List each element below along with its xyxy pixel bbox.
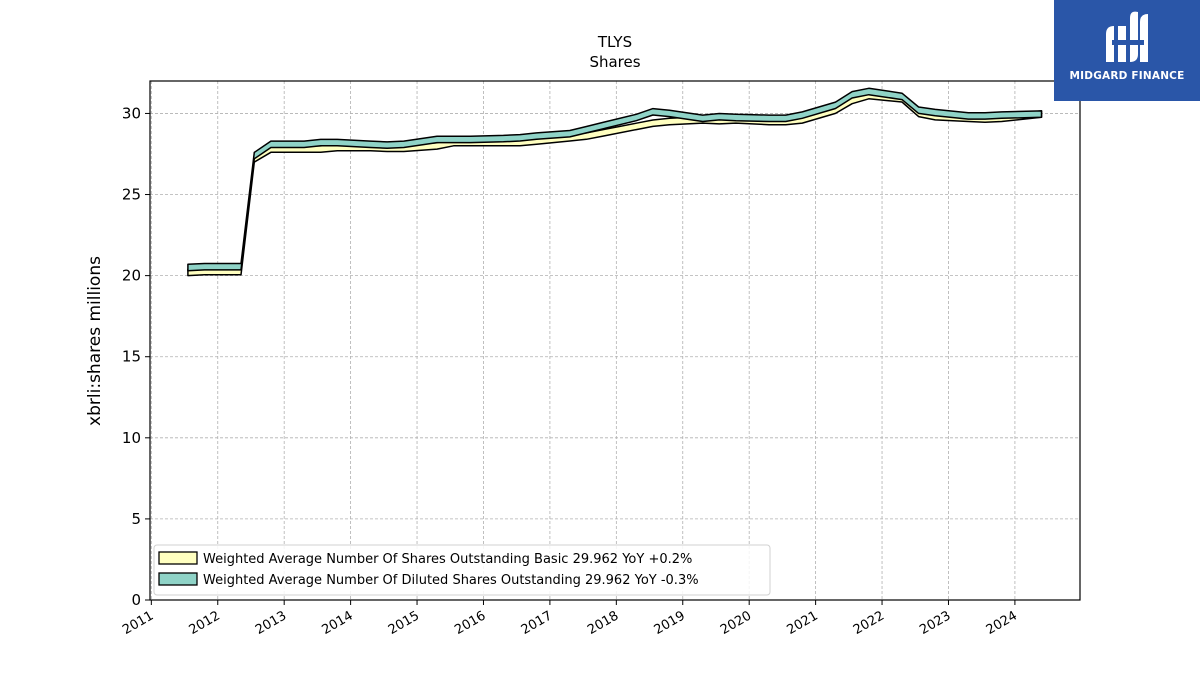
y-tick-label: 0 <box>131 591 141 609</box>
plot-frame <box>149 80 1081 601</box>
legend-label-basic: Weighted Average Number Of Shares Outsta… <box>203 552 692 567</box>
logo-mark-icon <box>1106 11 1148 63</box>
x-tick-label: 2020 <box>718 608 754 638</box>
y-axis-label: xbrli:shares millions <box>85 256 105 426</box>
y-tick-label: 5 <box>131 510 141 528</box>
chart-subtitle: Shares <box>589 53 640 71</box>
y-tick-label: 10 <box>122 429 141 447</box>
x-tick-label: 2016 <box>452 608 488 638</box>
y-tick-label: 25 <box>122 186 141 204</box>
legend-swatch-diluted <box>158 572 198 586</box>
x-tick-label: 2012 <box>187 608 223 638</box>
x-tick-label: 2024 <box>984 608 1020 638</box>
x-tick-label: 2011 <box>120 608 156 638</box>
x-tick-label: 2022 <box>851 608 887 638</box>
series-areas <box>187 87 1043 277</box>
midgard-finance-logo: MIDGARD FINANCE <box>1054 0 1200 101</box>
y-tick-label: 15 <box>122 348 141 366</box>
x-tick-label: 2017 <box>519 608 555 638</box>
legend: Weighted Average Number Of Shares Outsta… <box>153 544 771 596</box>
series-band-diluted <box>187 87 1043 272</box>
x-tick-label: 2013 <box>253 608 289 638</box>
y-tick-label: 20 <box>122 267 141 285</box>
chart-title: TLYS <box>597 33 632 51</box>
y-tick-label: 30 <box>122 104 141 122</box>
grid-lines <box>150 81 1080 601</box>
brand-name: MIDGARD FINANCE <box>1069 70 1185 82</box>
legend-swatch-basic <box>158 551 198 565</box>
x-tick-label: 2018 <box>585 608 621 638</box>
x-tick-label: 2023 <box>917 608 953 638</box>
x-tick-label: 2021 <box>784 608 820 638</box>
legend-frame <box>153 544 771 596</box>
x-tick-label: 2019 <box>652 608 688 638</box>
legend-label-diluted: Weighted Average Number Of Diluted Share… <box>203 573 699 588</box>
x-tick-label: 2014 <box>319 608 355 638</box>
x-tick-label: 2015 <box>386 608 422 638</box>
